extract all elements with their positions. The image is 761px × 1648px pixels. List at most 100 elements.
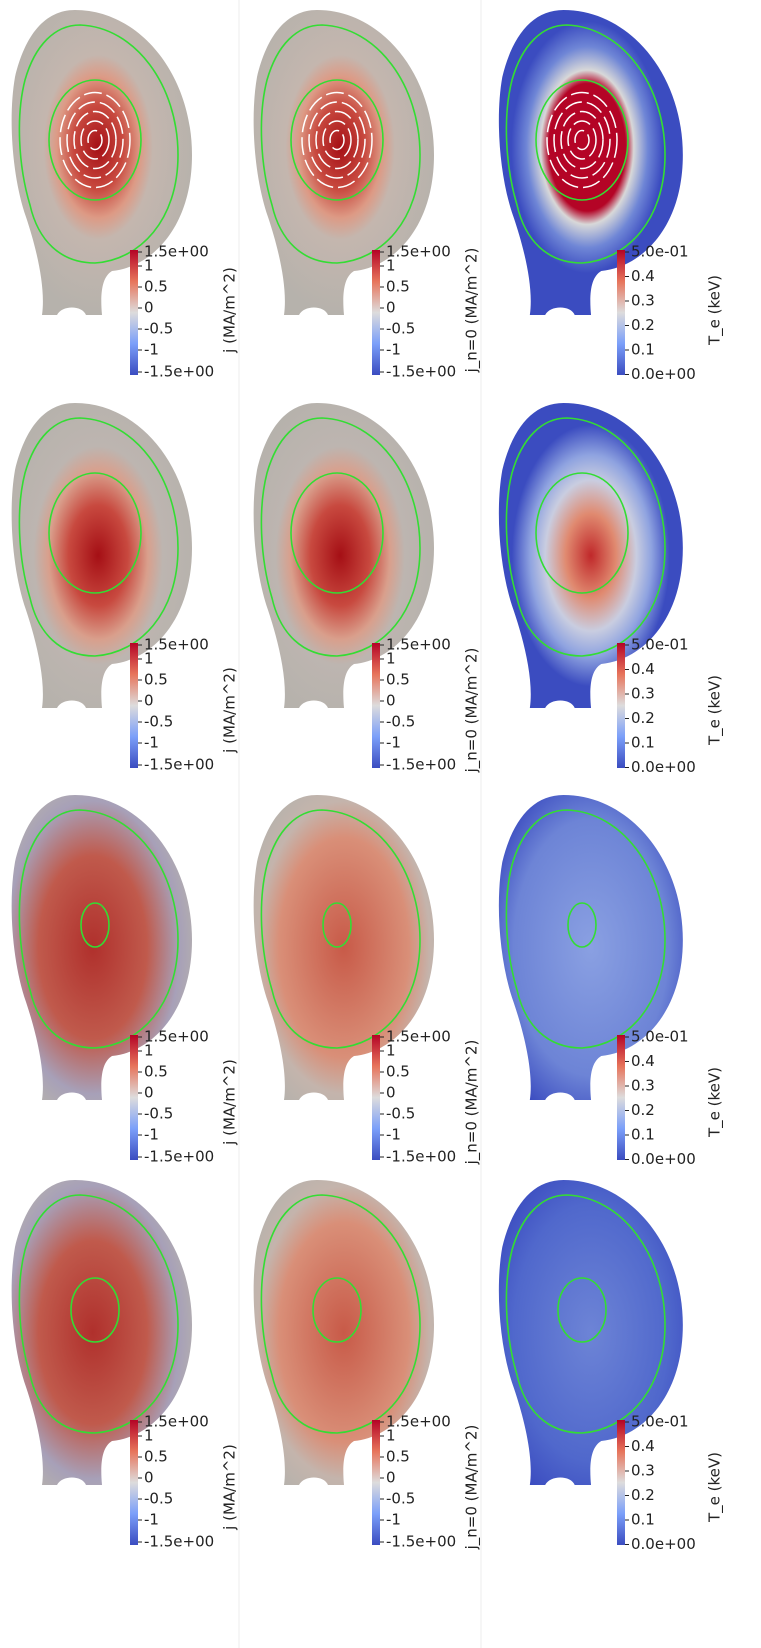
colorbar-tick-label: 0.5 [386,1448,410,1466]
plasma-cross-section [253,795,434,1100]
colorbar-tick-label: 0 [144,299,154,317]
colorbar-tick-label: 0.2 [631,709,655,727]
colorbar-gradient [372,1035,380,1160]
colorbar-tick-label: 0.4 [631,660,655,678]
colorbar-tick-label: 0 [144,692,154,710]
separatrix-contour [18,417,179,657]
plasma-cross-section [498,403,683,708]
colorbar-tick-label: 1 [386,650,396,668]
separatrix-contour [505,417,666,657]
colorbar-tick-label: -1.5e+00 [386,363,456,381]
colorbar-tick-label: 0 [386,1469,396,1487]
colorbar-tick-label: -0.5 [386,1490,415,1508]
separatrix-contour [260,1194,421,1434]
colorbar-title: j (MA/m^2) [221,667,239,754]
colorbar-gradient [130,1420,138,1545]
q-contour [535,79,629,201]
colorbar-tick-label: -0.5 [144,1105,173,1123]
colorbar-gradient [130,643,138,768]
colorbar-tick-label: 0.0e+00 [631,365,696,383]
panel: 1.5e+001 0.5 0 -0.5 -1 -1.5e+00 j (MA/m^2) [11,10,239,381]
flux-ring [308,101,366,179]
colorbar-tick-label: -1 [144,341,159,359]
colorbar-tick-label: -1.5e+00 [386,756,456,774]
colorbar-tick-label: 0.0e+00 [631,1535,696,1553]
panel: 5.0e-01 0.4 0.3 0.2 0.1 0.0e+00 T_e (keV) [498,10,725,383]
colorbar-tick-label: 0.0e+00 [631,1150,696,1168]
panel: 1.5e+001 0.5 0 -0.5 -1 -1.5e+00 j (MA/m^2) [11,403,239,774]
colorbar: 1.5e+001 0.5 0 -0.5 -1 -1.5e+00 [372,636,456,774]
colorbar-tick-label: 1 [386,257,396,275]
colorbar-tick-label: 1.5e+00 [386,1413,451,1431]
colorbar-tick-label: 5.0e-01 [631,636,689,654]
colorbar: 1.5e+001 0.5 0 -0.5 -1 -1.5e+00 [372,1028,456,1166]
colorbar-tick-label: 5.0e-01 [631,1413,689,1431]
q-contour [322,902,352,948]
colorbar-tick-label: 1.5e+00 [144,1413,209,1431]
q-contour [312,1277,362,1343]
separatrix-contour [505,24,666,264]
colorbar-tick-label: 1.5e+00 [386,636,451,654]
panel: 1.5e+001 0.5 0 -0.5 -1 -1.5e+00 j_n=0 (MA/m^2) [253,1180,482,1551]
q-contour [48,472,142,594]
q-contour [48,79,142,201]
colorbar-tick-label: 1.5e+00 [386,1028,451,1046]
colorbar-tick-label: 0 [144,1469,154,1487]
separatrix-contour [260,24,421,264]
colorbar: 1.5e+001 0.5 0 -0.5 -1 -1.5e+00 [130,1028,214,1166]
panel: 1.5e+001 0.5 0 -0.5 -1 -1.5e+00 j_n=0 (MA/m^2) [253,10,482,381]
colorbar-title: j_n=0 (MA/m^2) [463,648,482,774]
flux-ring [66,101,124,179]
colorbar-tick-label: -1.5e+00 [144,1533,214,1551]
colorbar-tick-label: -0.5 [386,320,415,338]
flux-ring [567,120,597,160]
flux-ring [80,120,110,160]
colorbar-tick-label: 0.2 [631,316,655,334]
colorbar: 1.5e+001 0.5 0 -0.5 -1 -1.5e+00 [372,243,456,381]
colorbar-tick-label: 0.5 [144,1448,168,1466]
colorbar-title: T_e (keV) [706,275,725,346]
colorbar-tick-label: 0.5 [386,671,410,689]
colorbar-tick-label: -1 [386,734,401,752]
colorbar-tick-label: 0 [386,1084,396,1102]
colorbar-title: j (MA/m^2) [221,1059,239,1146]
q-contour [70,1277,120,1343]
colorbar-tick-label: 0.3 [631,292,655,310]
colorbar-tick-label: -1 [386,341,401,359]
colorbar-tick-label: 0.2 [631,1101,655,1119]
plasma-cross-section [253,403,434,708]
panel: 1.5e+001 0.5 0 -0.5 -1 -1.5e+00 j (MA/m^2) [11,1180,239,1551]
colorbar-gradient [130,250,138,375]
colorbar-tick-label: -1 [144,734,159,752]
q-contour [290,79,384,201]
colorbar-tick-label: 1.5e+00 [386,243,451,261]
colorbar-title: j_n=0 (MA/m^2) [463,248,482,374]
colorbar-gradient [372,643,380,768]
flux-ring [315,110,359,170]
colorbar: 5.0e-01 0.4 0.3 0.2 0.1 0.0e+00 [617,1413,696,1553]
colorbar-title: T_e (keV) [706,1452,725,1523]
colorbar: 1.5e+001 0.5 0 -0.5 -1 -1.5e+00 [130,243,214,381]
colorbar-gradient [617,250,625,375]
colorbar-tick-label: 1 [144,257,154,275]
plasma-cross-section [498,1180,683,1485]
colorbar-tick-label: 1.5e+00 [144,243,209,261]
colorbar-tick-label: -1.5e+00 [144,756,214,774]
colorbar-title: j_n=0 (MA/m^2) [463,1425,482,1551]
panel: 5.0e-01 0.4 0.3 0.2 0.1 0.0e+00 T_e (keV) [498,403,725,776]
colorbar-gradient [617,643,625,768]
colorbar-tick-label: 0.1 [631,341,655,359]
panel: 1.5e+001 0.5 0 -0.5 -1 -1.5e+00 j_n=0 (MA/m^2) [253,403,482,774]
flux-ring [73,110,117,170]
separatrix-contour [260,417,421,657]
q-contour [80,902,110,948]
colorbar-tick-label: 0.3 [631,1462,655,1480]
colorbar-tick-label: 0.4 [631,1437,655,1455]
colorbar-tick-label: -1 [386,1511,401,1529]
colorbar-tick-label: -1 [144,1511,159,1529]
colorbar-title: j_n=0 (MA/m^2) [463,1040,482,1166]
colorbar-tick-label: 5.0e-01 [631,1028,689,1046]
flux-ring [560,110,604,170]
q-contour [290,472,384,594]
separatrix-contour [260,809,421,1049]
